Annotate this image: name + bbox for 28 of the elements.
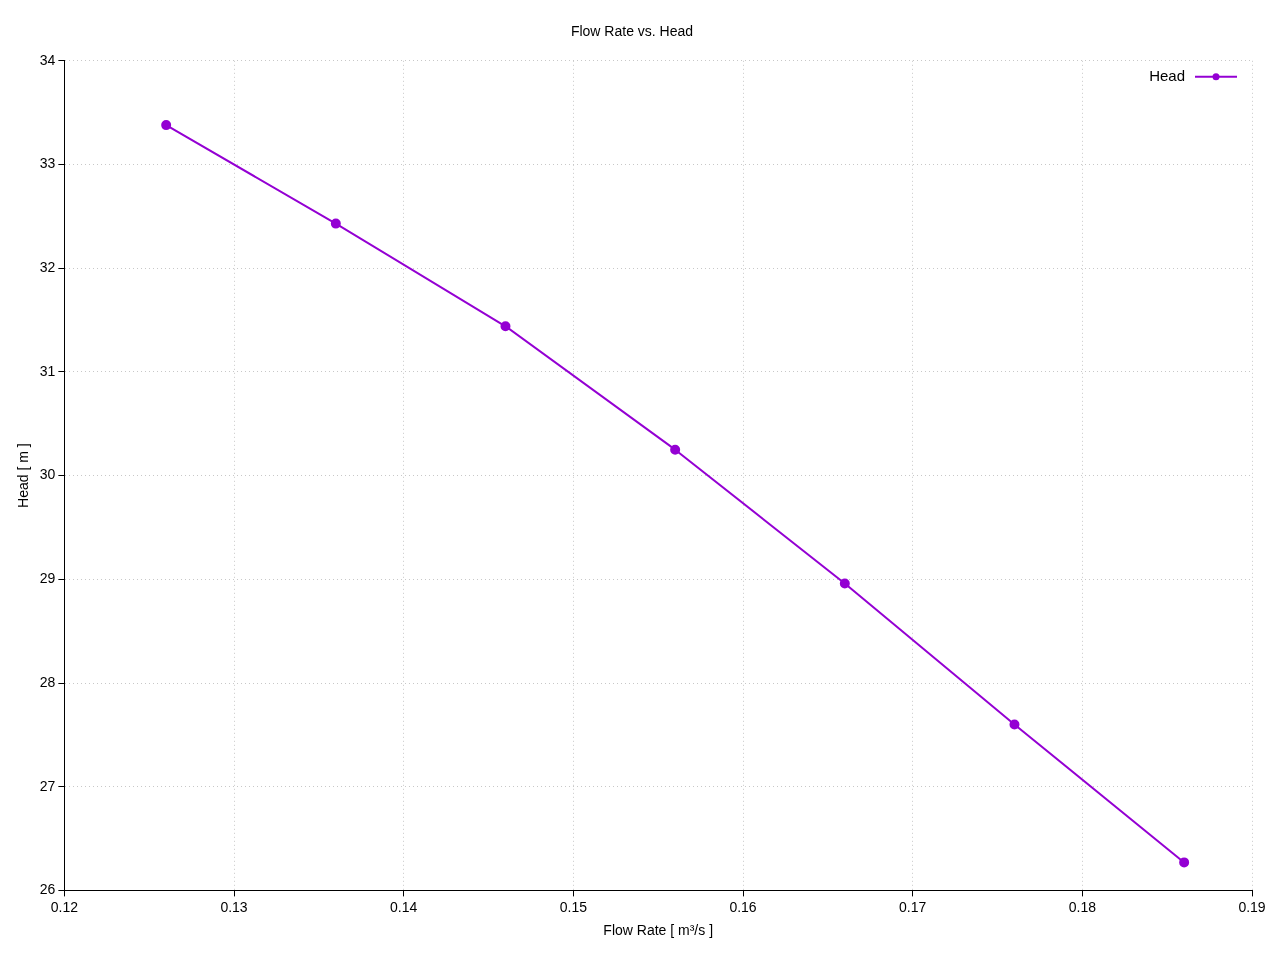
- x-tick-label: 0.12: [50, 898, 79, 915]
- y-tick-label: 27: [39, 777, 56, 794]
- x-tick-label: 0.14: [390, 898, 418, 915]
- y-tick-label: 30: [39, 466, 56, 483]
- point: [1179, 857, 1190, 868]
- x-tick-label: 0.16: [729, 898, 757, 915]
- y-tick-label: 29: [39, 570, 56, 587]
- y-tick-label: 31: [39, 362, 56, 379]
- x-tick-label: 0.13: [220, 898, 248, 915]
- x-tick-label: 0.15: [559, 898, 588, 915]
- point: [330, 218, 341, 229]
- point: [161, 120, 172, 131]
- x-axis-title: Flow Rate [ m³/s ]: [603, 922, 714, 939]
- point: [500, 321, 511, 332]
- legend-label: Head: [1149, 66, 1185, 84]
- y-tick-label: 28: [39, 673, 56, 690]
- y-tick-label: 32: [39, 259, 56, 276]
- y-tick-label: 33: [39, 155, 56, 172]
- x-tick-label: 0.18: [1068, 898, 1097, 915]
- x-tick-label: 0.19: [1238, 898, 1266, 915]
- y-axis-title: Head [ m ]: [15, 443, 32, 508]
- chart-title: Flow Rate vs. Head: [570, 23, 694, 40]
- y-tick-label: 34: [39, 51, 56, 68]
- point: [1009, 719, 1020, 730]
- y-tick-label: 26: [39, 881, 56, 898]
- point: [670, 444, 681, 455]
- point: [839, 578, 850, 589]
- x-tick-label: 0.17: [899, 898, 927, 915]
